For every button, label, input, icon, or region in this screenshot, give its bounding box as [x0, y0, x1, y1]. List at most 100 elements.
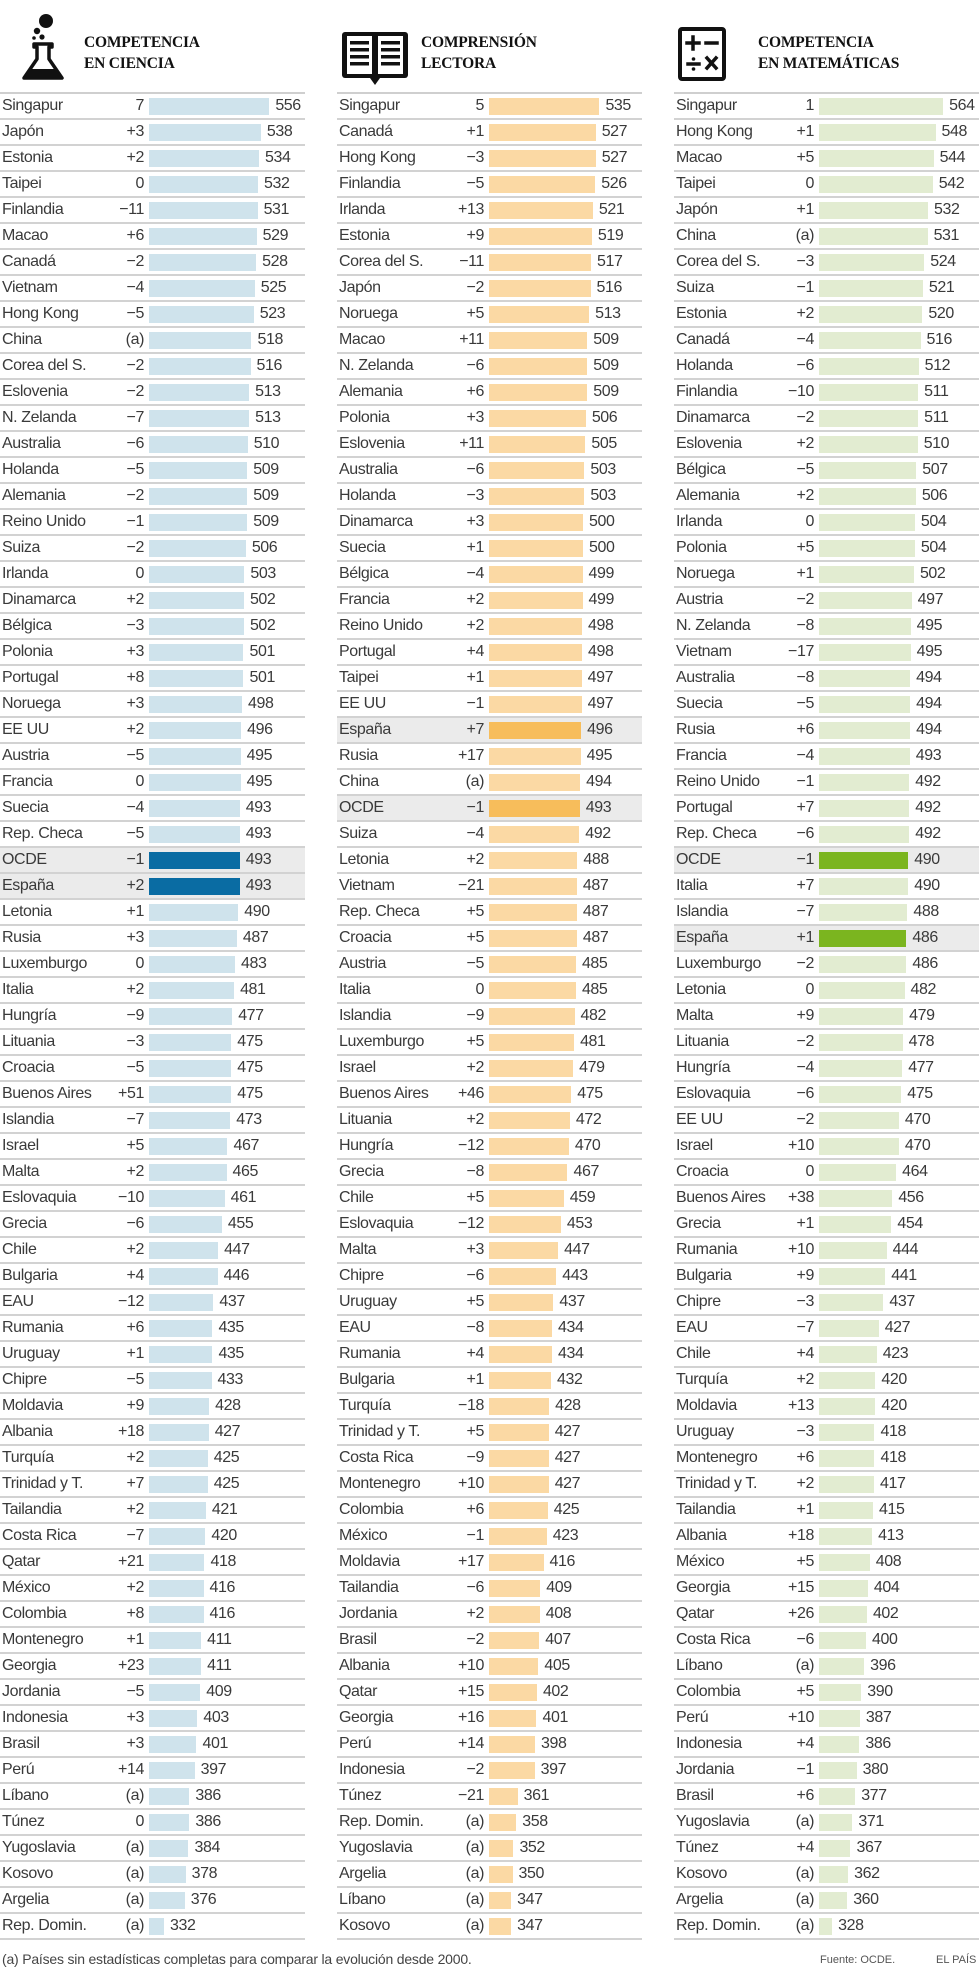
score-value: 512: [924, 357, 951, 374]
score-bar: [819, 1346, 877, 1363]
change-value: −7: [126, 409, 145, 426]
country-name: Buenos Aires: [2, 1085, 92, 1102]
table-row: Perú +14 398: [337, 1732, 642, 1758]
score-bar: [489, 1762, 535, 1779]
change-value: −21: [458, 1787, 484, 1804]
score-value: 425: [213, 1449, 240, 1466]
change-value: +10: [788, 1709, 814, 1726]
table-row: EE UU −1 497: [337, 692, 642, 718]
change-value: −4: [796, 331, 815, 348]
score-value: 544: [939, 149, 966, 166]
score-bar: [819, 410, 919, 427]
table-row: Indonesia −2 397: [337, 1758, 642, 1784]
score-bar: [149, 1346, 213, 1363]
score-value: 513: [595, 305, 621, 322]
country-name: Montenegro: [2, 1631, 84, 1648]
table-row: China (a) 494: [337, 770, 642, 796]
table-row: Noruega +5 513: [337, 302, 642, 328]
country-name: Italia: [339, 981, 371, 998]
score-bar: [149, 1112, 231, 1129]
score-value: 358: [522, 1813, 548, 1830]
score-value: 447: [224, 1241, 250, 1258]
score-value: 520: [928, 305, 954, 322]
country-name: Uruguay: [2, 1345, 60, 1362]
score-value: 411: [207, 1657, 232, 1674]
change-value: +1: [126, 1345, 145, 1362]
score-bar: [149, 852, 240, 869]
change-value: −2: [796, 1111, 815, 1128]
table-row: Bulgaria +1 432: [337, 1368, 642, 1394]
change-value: +5: [796, 1683, 815, 1700]
table-row: Rusia +3 487: [0, 926, 305, 952]
score-bar: [819, 1918, 833, 1935]
country-name: Qatar: [676, 1605, 715, 1622]
table-row: Finlandia −10 511: [674, 380, 979, 406]
change-value: −2: [796, 1033, 815, 1050]
country-name: Hungría: [339, 1137, 394, 1154]
table-row: Trinidad y T. +2 417: [674, 1472, 979, 1498]
country-name: Irlanda: [2, 565, 49, 582]
change-value: +2: [466, 1605, 485, 1622]
table-row: OCDE −1 490: [674, 848, 979, 874]
change-value: +2: [126, 877, 145, 894]
score-value: 467: [233, 1137, 259, 1154]
change-value: (a): [125, 1891, 145, 1908]
score-bar: [489, 254, 591, 271]
table-row: Islandia −7 473: [0, 1108, 305, 1134]
score-bar: [489, 1658, 539, 1675]
table-row: Eslovenia +2 510: [674, 432, 979, 458]
table-row: Georgia +15 404: [674, 1576, 979, 1602]
score-bar: [149, 1424, 209, 1441]
score-bar: [149, 1164, 227, 1181]
score-value: 402: [542, 1683, 569, 1700]
score-bar: [819, 592, 912, 609]
country-name: N. Zelanda: [339, 357, 414, 374]
table-row: Turquía +2 420: [674, 1368, 979, 1394]
change-value: −5: [126, 1059, 145, 1076]
score-bar: [489, 1294, 554, 1311]
score-bar: [489, 1554, 544, 1571]
country-name: Letonia: [339, 851, 389, 868]
table-row: N. Zelanda −8 495: [674, 614, 979, 640]
change-value: −5: [126, 1683, 145, 1700]
score-bar: [489, 1866, 513, 1883]
score-value: 494: [586, 773, 612, 790]
score-bar: [149, 1502, 206, 1519]
score-value: 413: [878, 1527, 904, 1544]
change-value: −7: [796, 1319, 815, 1336]
country-name: Bélgica: [2, 617, 52, 634]
change-value: −9: [466, 1449, 485, 1466]
country-name: Estonia: [339, 227, 390, 244]
change-value: −6: [796, 825, 815, 842]
score-value: 441: [891, 1267, 917, 1284]
score-bar: [819, 1658, 865, 1675]
change-value: +9: [796, 1267, 815, 1284]
score-value: 538: [266, 123, 293, 140]
table-row: Albania +10 405: [337, 1654, 642, 1680]
score-bar: [149, 1632, 202, 1649]
change-value: (a): [125, 1787, 145, 1804]
change-value: +1: [466, 669, 485, 686]
change-value: +9: [126, 1397, 145, 1414]
table-row: Hungría −4 477: [674, 1056, 979, 1082]
score-bar: [819, 1710, 860, 1727]
country-name: Chipre: [676, 1293, 721, 1310]
country-name: Suecia: [339, 539, 386, 556]
score-bar: [149, 1788, 190, 1805]
country-name: Taipei: [339, 669, 379, 686]
change-value: +3: [126, 929, 145, 946]
country-name: Alemania: [339, 383, 403, 400]
score-bar: [149, 982, 235, 999]
table-row: Australia −6 510: [0, 432, 305, 458]
score-bar: [489, 306, 590, 323]
country-name: Finlandia: [676, 383, 738, 400]
score-value: 504: [920, 513, 947, 530]
table-row: España +7 496: [337, 718, 642, 744]
table-row: Suiza −4 492: [337, 822, 642, 848]
change-value: −5: [126, 461, 145, 478]
score-bar: [149, 228, 257, 245]
score-bar: [819, 1190, 893, 1207]
table-row: Irlanda 0 504: [674, 510, 979, 536]
score-bar: [489, 1606, 540, 1623]
change-value: +1: [466, 1371, 485, 1388]
